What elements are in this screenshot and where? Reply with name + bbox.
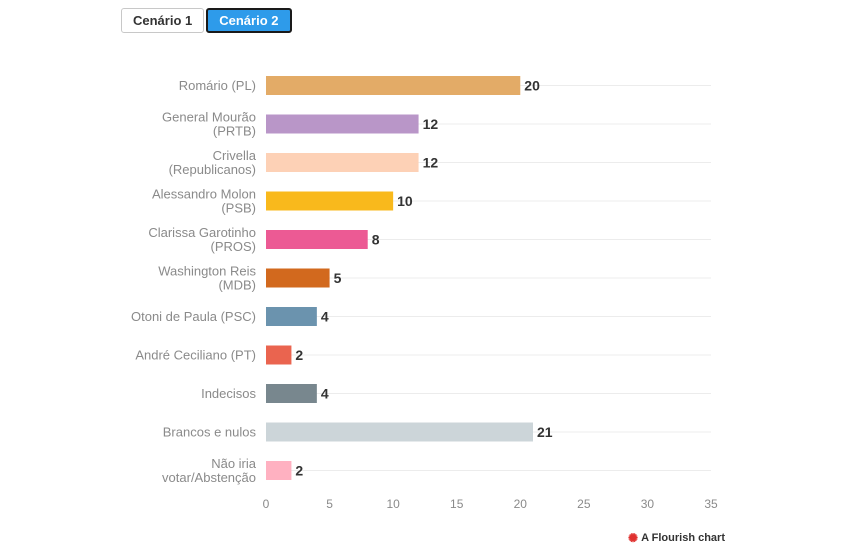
category-label: Não iria [211,456,257,471]
x-tick-label: 35 [704,497,718,511]
category-label: Brancos e nulos [163,425,257,440]
bar [266,153,419,172]
data-label: 12 [423,116,439,132]
x-tick-label: 30 [641,497,655,511]
category-label: (PRTB) [213,124,256,139]
category-label: (MDB) [218,278,256,293]
category-label: Washington Reis [158,264,256,279]
credit-label: A Flourish chart [641,532,725,544]
category-label: (PROS) [211,239,257,254]
bar [266,422,533,442]
category-label: Indecisos [201,386,256,401]
category-label: General Mourão [162,110,256,125]
scenario-tabs: Cenário 1 Cenário 2 [121,8,292,33]
data-label: 12 [423,155,439,171]
x-tick-label: 15 [450,497,464,511]
bar [266,76,521,95]
bar [266,461,292,480]
tab-cenario-2[interactable]: Cenário 2 [206,8,292,33]
data-label: 8 [372,232,380,248]
data-label: 21 [537,424,553,440]
bar [266,384,317,403]
bar [266,191,394,211]
data-label: 20 [524,78,540,94]
category-label: Romário (PL) [179,78,256,93]
x-tick-label: 25 [577,497,591,511]
data-label: 2 [295,463,303,479]
tab-cenario-1[interactable]: Cenário 1 [121,8,205,33]
category-label: Alessandro Molon [152,187,256,202]
flourish-logo-icon: ✺ [628,531,639,545]
data-label: 5 [334,270,342,286]
bar [266,307,317,326]
category-label: André Ceciliano (PT) [135,348,256,363]
category-label: Clarissa Garotinho [148,225,256,240]
x-tick-label: 20 [514,497,528,511]
bar [266,345,292,365]
data-label: 10 [397,193,413,209]
category-label: votar/Abstenção [162,470,256,485]
category-label: (Republicanos) [169,162,256,177]
category-label: Otoni de Paula (PSC) [131,309,256,324]
data-label: 4 [321,309,329,325]
data-label: 2 [295,347,303,363]
category-label: (PSB) [221,201,256,216]
x-tick-label: 0 [263,497,270,511]
flourish-credit[interactable]: ✺ A Flourish chart [628,532,725,544]
data-label: 4 [321,386,329,402]
bar [266,114,419,134]
category-label: Crivella [213,148,257,163]
bar [266,268,330,288]
bar [266,230,368,249]
x-tick-label: 5 [326,497,333,511]
x-tick-label: 10 [386,497,400,511]
